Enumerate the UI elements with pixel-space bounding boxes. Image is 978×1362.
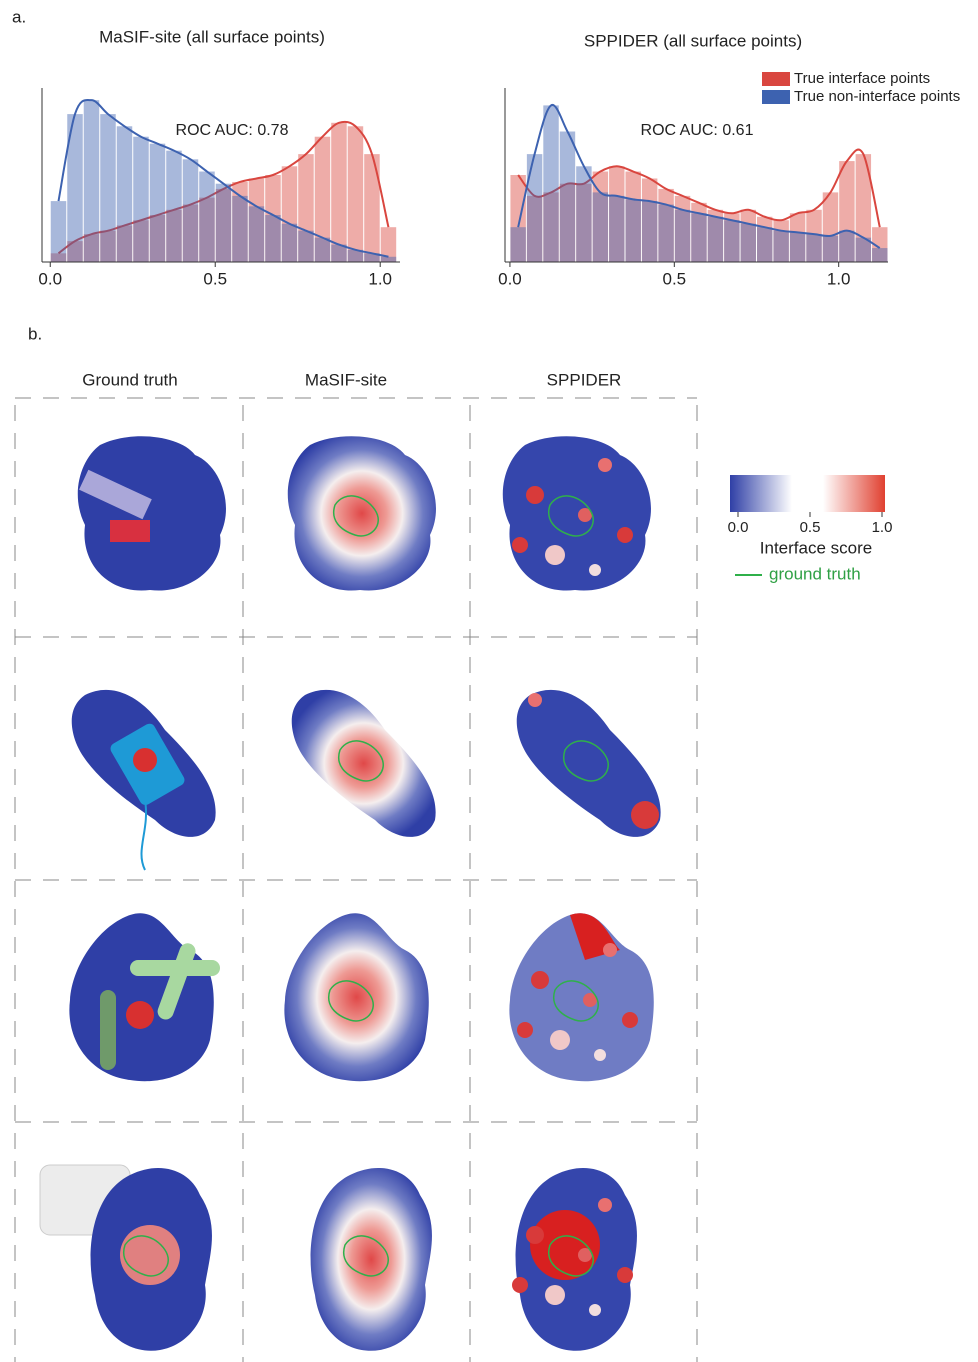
histogram-bar [265, 215, 280, 262]
histogram-bar [84, 100, 99, 262]
x-tick-label: 0.0 [38, 269, 62, 288]
histogram-bar [642, 201, 657, 262]
histogram-bar [51, 201, 66, 262]
panel-label: b. [28, 324, 42, 343]
ground-truth-label: ground truth [769, 564, 861, 583]
histogram-bar [741, 224, 756, 262]
histogram-bar [609, 196, 624, 262]
x-tick-label: 1.0 [827, 269, 851, 288]
x-tick-label: 1.0 [368, 269, 392, 288]
colorbar-tick-label: 0.5 [800, 519, 821, 536]
histogram-bar [117, 126, 132, 262]
histogram-bar [576, 166, 591, 262]
histogram-bar [724, 220, 739, 262]
colorbar-tick-label: 0.0 [728, 519, 749, 536]
legend-label: True non-interface points [794, 88, 960, 105]
histogram-bar [232, 196, 247, 262]
x-tick-label: 0.5 [203, 269, 227, 288]
histogram-bar [823, 236, 838, 262]
histogram-bar [364, 154, 379, 262]
histogram-bar [331, 123, 346, 262]
histogram-bar [839, 231, 854, 262]
histogram-bar [183, 159, 198, 262]
histogram-bar [199, 172, 214, 262]
legend-swatch [762, 72, 790, 86]
histogram-bar [757, 227, 772, 262]
histogram-bar [315, 238, 330, 262]
colorbar [730, 475, 885, 512]
x-tick-label: 0.0 [498, 269, 522, 288]
histogram-bar [348, 126, 363, 262]
protein-images [40, 436, 661, 1350]
column-header: SPPIDER [547, 370, 622, 389]
colorbar-label: Interface score [760, 538, 872, 557]
histogram-bar [282, 224, 297, 262]
colorbar-tick-label: 1.0 [872, 519, 893, 536]
histogram-bar [658, 205, 673, 262]
histogram-bar [691, 213, 706, 262]
histogram-bar [675, 210, 690, 262]
histogram-bar [510, 227, 525, 262]
histogram-bar [150, 144, 165, 262]
annotation: ROC AUC: 0.78 [176, 122, 289, 139]
histogram-bar [543, 105, 558, 262]
panel-label: a. [12, 7, 26, 26]
annotation: ROC AUC: 0.61 [641, 122, 754, 139]
histogram-bar [133, 137, 148, 262]
histogram-bar [806, 234, 821, 262]
figure: a. b. Ground truth MaSIF-site SPPIDER In… [0, 0, 978, 1362]
column-header: MaSIF-site [305, 370, 387, 389]
histogram-bar [708, 217, 723, 262]
histogram-bar [216, 184, 231, 262]
legend-label: True interface points [794, 70, 930, 87]
histogram-bar [298, 231, 313, 262]
histogram-bar [249, 206, 264, 262]
histogram-bar [790, 232, 805, 262]
chart-title: SPPIDER (all surface points) [584, 31, 802, 50]
histogram-bar [527, 154, 542, 262]
x-tick-label: 0.5 [662, 269, 686, 288]
legend-swatch [762, 90, 790, 104]
chart-title: MaSIF-site (all surface points) [99, 27, 325, 46]
histogram-bar [166, 151, 181, 262]
histogram-bar [381, 257, 396, 262]
histogram-bar [625, 199, 640, 262]
histogram-bar [872, 248, 887, 262]
column-header: Ground truth [82, 370, 177, 389]
histogram-bar [100, 114, 115, 262]
histogram-bar [593, 192, 608, 262]
histogram-bar [560, 132, 575, 263]
histogram-bar [773, 231, 788, 262]
